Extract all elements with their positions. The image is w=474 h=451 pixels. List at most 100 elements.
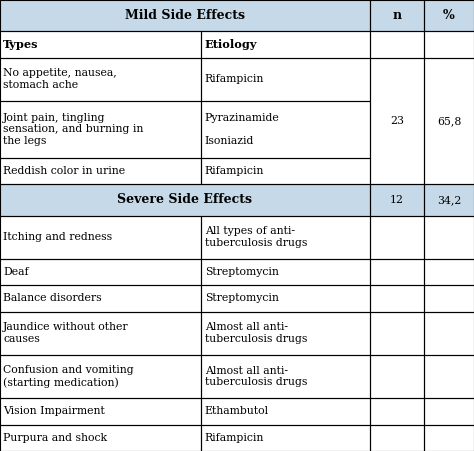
Text: Etiology: Etiology <box>205 39 257 50</box>
Bar <box>370 31 424 58</box>
Text: 34,2: 34,2 <box>437 195 461 205</box>
Bar <box>370 355 424 398</box>
Bar <box>0 101 201 158</box>
Bar <box>0 398 201 424</box>
Bar <box>201 398 370 424</box>
Bar <box>424 259 474 285</box>
Bar <box>370 216 424 259</box>
Bar <box>370 58 424 184</box>
Bar <box>0 101 201 158</box>
Bar <box>201 101 370 158</box>
Text: Rifampicin: Rifampicin <box>205 74 264 84</box>
Text: Jaundice without other
causes: Jaundice without other causes <box>3 322 129 344</box>
Bar <box>0 184 370 216</box>
Bar <box>201 285 370 312</box>
Bar <box>0 355 201 398</box>
Text: Rifampicin: Rifampicin <box>205 433 264 443</box>
Bar <box>424 216 474 259</box>
Text: Types: Types <box>3 39 39 50</box>
Bar <box>201 424 370 451</box>
Bar <box>370 58 424 184</box>
Text: Rifampicin: Rifampicin <box>205 166 264 176</box>
Bar <box>424 216 474 259</box>
Text: Vision Impairment: Vision Impairment <box>3 406 105 416</box>
Bar <box>201 259 370 285</box>
Text: 12: 12 <box>390 195 404 205</box>
Bar <box>424 424 474 451</box>
Bar <box>201 424 370 451</box>
Bar <box>370 424 424 451</box>
Bar <box>0 0 370 31</box>
Bar <box>201 312 370 355</box>
Bar <box>370 312 424 355</box>
Bar <box>370 184 424 216</box>
Bar <box>0 31 201 58</box>
Text: n: n <box>392 9 401 22</box>
Text: Almost all anti-
tuberculosis drugs: Almost all anti- tuberculosis drugs <box>205 322 307 344</box>
Bar <box>0 0 370 31</box>
Text: 65,8: 65,8 <box>437 116 461 126</box>
Bar <box>201 355 370 398</box>
Bar <box>201 58 370 101</box>
Bar <box>370 398 424 424</box>
Bar <box>0 216 201 259</box>
Bar <box>424 259 474 285</box>
Bar <box>424 184 474 216</box>
Bar <box>370 285 424 312</box>
Bar <box>424 424 474 451</box>
Bar <box>0 216 201 259</box>
Text: Pyrazinamide

Isoniazid: Pyrazinamide Isoniazid <box>205 113 280 146</box>
Bar <box>0 259 201 285</box>
Bar <box>424 285 474 312</box>
Bar <box>201 216 370 259</box>
Bar <box>424 312 474 355</box>
Bar <box>201 31 370 58</box>
Text: Severe Side Effects: Severe Side Effects <box>118 193 252 207</box>
Text: %: % <box>443 9 455 22</box>
Bar <box>0 312 201 355</box>
Bar <box>0 424 201 451</box>
Bar <box>0 285 201 312</box>
Text: Joint pain, tingling
sensation, and burning in
the legs: Joint pain, tingling sensation, and burn… <box>3 113 144 146</box>
Bar <box>370 0 424 31</box>
Bar <box>201 216 370 259</box>
Bar <box>370 398 424 424</box>
Bar <box>201 158 370 184</box>
Bar <box>0 31 201 58</box>
Text: Confusion and vomiting
(starting medication): Confusion and vomiting (starting medicat… <box>3 365 134 388</box>
Text: Purpura and shock: Purpura and shock <box>3 433 108 443</box>
Text: Balance disorders: Balance disorders <box>3 294 102 304</box>
Text: All types of anti-
tuberculosis drugs: All types of anti- tuberculosis drugs <box>205 226 307 248</box>
Bar <box>424 31 474 58</box>
Bar <box>370 312 424 355</box>
Bar <box>370 184 424 216</box>
Bar <box>424 398 474 424</box>
Bar <box>424 58 474 184</box>
Text: Mild Side Effects: Mild Side Effects <box>125 9 245 22</box>
Bar <box>0 158 201 184</box>
Text: Itching and redness: Itching and redness <box>3 232 112 242</box>
Bar <box>424 355 474 398</box>
Bar <box>201 398 370 424</box>
Text: No appetite, nausea,
stomach ache: No appetite, nausea, stomach ache <box>3 69 117 90</box>
Bar <box>424 285 474 312</box>
Text: Streptomycin: Streptomycin <box>205 294 279 304</box>
Bar <box>0 355 201 398</box>
Bar <box>370 259 424 285</box>
Bar <box>370 285 424 312</box>
Text: Reddish color in urine: Reddish color in urine <box>3 166 126 176</box>
Bar <box>0 398 201 424</box>
Text: 23: 23 <box>390 116 404 126</box>
Bar <box>424 58 474 184</box>
Text: Deaf: Deaf <box>3 267 29 277</box>
Bar <box>0 58 201 101</box>
Bar <box>201 312 370 355</box>
Text: Ethambutol: Ethambutol <box>205 406 269 416</box>
Bar <box>0 58 201 101</box>
Bar <box>0 312 201 355</box>
Bar <box>370 259 424 285</box>
Bar <box>0 285 201 312</box>
Bar <box>370 216 424 259</box>
Bar <box>424 0 474 31</box>
Bar <box>201 31 370 58</box>
